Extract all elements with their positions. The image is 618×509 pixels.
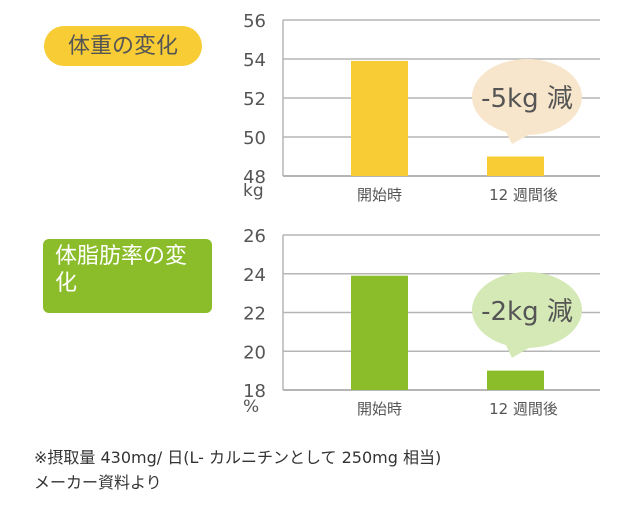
- footnote-line-2: メーカー資料より: [34, 473, 162, 492]
- bar: [351, 275, 408, 390]
- bar: [487, 370, 544, 390]
- y-tick-label: 56: [243, 11, 266, 32]
- change-annotation: -5kg 減: [481, 84, 573, 114]
- x-category-label: 12 週間後: [489, 400, 558, 418]
- x-category-label: 12 週間後: [489, 186, 558, 204]
- y-tick-label: 52: [243, 89, 266, 110]
- y-tick-label: 24: [243, 265, 266, 286]
- y-unit-label: %: [243, 397, 259, 417]
- weight-change-badge: 体重の変化: [44, 26, 202, 66]
- bar: [351, 60, 408, 177]
- body-fat-change-title: 体脂肪率の変化: [55, 244, 188, 296]
- body-fat-change-badge: 体脂肪率の変化: [43, 239, 212, 313]
- y-unit-label: kg: [243, 181, 264, 201]
- footnote-line-1: ※摂取量 430mg/ 日(L- カルニチンとして 250mg 相当): [34, 448, 442, 467]
- x-category-label: 開始時: [357, 400, 402, 418]
- weight-change-title: 体重の変化: [67, 33, 178, 59]
- footnote: ※摂取量 430mg/ 日(L- カルニチンとして 250mg 相当) メーカー…: [34, 445, 441, 495]
- x-category-label: 開始時: [357, 186, 402, 204]
- y-tick-label: 50: [243, 128, 266, 149]
- y-tick-label: 48: [243, 167, 266, 188]
- y-tick-label: 20: [243, 342, 266, 363]
- bar: [487, 156, 544, 176]
- change-annotation: -2kg 減: [481, 297, 573, 327]
- charts-svg: 48 50 52 54 56 kg 開始時 12 週間後 -5kg 減 18 20 22 24 26% 開始…: [243, 11, 600, 418]
- y-tick-label: 18: [243, 381, 266, 402]
- speech-bubble: [472, 272, 582, 348]
- y-tick-label: 54: [243, 50, 266, 71]
- y-tick-label: 26: [243, 226, 266, 247]
- speech-bubble: [472, 59, 582, 135]
- y-tick-label: 22: [243, 304, 266, 325]
